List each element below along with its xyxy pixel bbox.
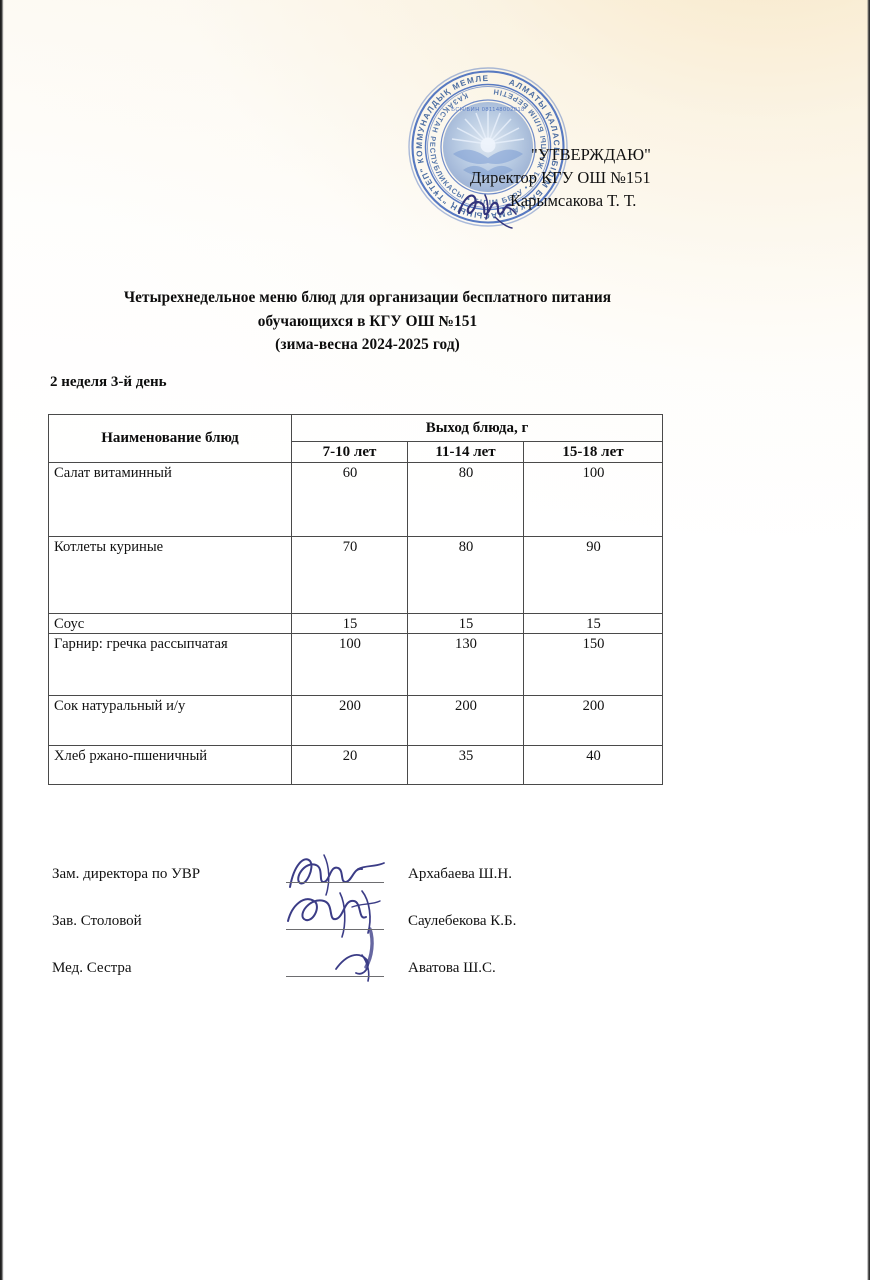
approval-block: "УТВЕРЖДАЮ" Директор КГУ ОШ №151 Карымса… <box>470 143 820 212</box>
portion-cell-15-18: 150 <box>522 633 664 696</box>
column-header-age-7-10: 7-10 лет <box>291 441 408 463</box>
portion-cell-11-14: 130 <box>407 633 524 696</box>
signature-row: Зав. Столовой Саулебекова К.Б. <box>48 902 608 949</box>
signature-line <box>286 976 384 977</box>
table-row: Сок натуральный и/у 200 200 200 <box>48 695 664 746</box>
dish-name-cell: Сок натуральный и/у <box>48 695 292 746</box>
portion-cell-11-14: 80 <box>407 536 524 614</box>
table-row: Котлеты куриные 70 80 90 <box>48 536 664 614</box>
scan-left-edge-artifact <box>0 0 4 1280</box>
menu-table-body: Салат витаминный 60 80 100 Котлеты курин… <box>48 462 664 785</box>
approval-line-director-title: Директор КГУ ОШ №151 <box>470 168 651 187</box>
table-row: Гарнир: гречка рассыпчатая 100 130 150 <box>48 633 664 696</box>
portion-cell-15-18: 40 <box>522 745 664 785</box>
signature-person-name: Саулебекова К.Б. <box>408 913 517 929</box>
menu-table: Наименование блюд Выход блюда, г 7-10 ле… <box>48 414 664 785</box>
portion-cell-7-10: 100 <box>291 633 408 696</box>
approval-line-director-name: Карымсакова Т. Т. <box>510 191 637 210</box>
portion-cell-7-10: 70 <box>291 536 408 614</box>
signature-row: Зам. директора по УВР Архабаева Ш.Н. <box>48 855 608 902</box>
signature-line <box>286 882 384 883</box>
approval-line-utverzhdayu: "УТВЕРЖДАЮ" <box>531 145 651 164</box>
portion-cell-11-14: 80 <box>407 462 524 537</box>
portion-cell-15-18: 90 <box>522 536 664 614</box>
dish-name-cell: Котлеты куриные <box>48 536 292 614</box>
signature-block: Зам. директора по УВР Архабаева Ш.Н. Зав… <box>48 854 608 996</box>
stamp-bin-text: БСН/БИН 081148002018 <box>451 107 524 113</box>
page-title-line-3: (зима-весна 2024-2025 год) <box>275 336 460 353</box>
table-row: Хлеб ржано-пшеничный 20 35 40 <box>48 745 664 785</box>
table-row: Салат витаминный 60 80 100 <box>48 462 664 537</box>
portion-cell-11-14: 35 <box>407 745 524 785</box>
signature-role-label: Зам. директора по УВР <box>52 866 201 882</box>
page-title-line-1: Четырехнедельное меню блюд для организац… <box>123 289 612 306</box>
signature-person-name: Аватова Ш.С. <box>408 960 496 976</box>
signature-role-label: Мед. Сестра <box>52 960 132 976</box>
column-header-age-11-14: 11-14 лет <box>407 441 524 463</box>
portion-cell-7-10: 60 <box>291 462 408 537</box>
table-row: Соус 15 15 15 <box>48 613 664 634</box>
portion-cell-15-18: 200 <box>522 695 664 746</box>
column-header-dish-name: Наименование блюд <box>48 414 292 463</box>
portion-cell-7-10: 200 <box>291 695 408 746</box>
portion-cell-11-14: 200 <box>407 695 524 746</box>
dish-name-cell: Соус <box>48 613 292 634</box>
signature-row: Мед. Сестра Аватова Ш.С. <box>48 949 608 996</box>
portion-cell-7-10: 15 <box>291 613 408 634</box>
dish-name-cell: Гарнир: гречка рассыпчатая <box>48 633 292 696</box>
dish-name-cell: Хлеб ржано-пшеничный <box>48 745 292 785</box>
dish-name-cell: Салат витаминный <box>48 462 292 537</box>
column-header-age-15-18: 15-18 лет <box>522 441 664 463</box>
portion-cell-11-14: 15 <box>407 613 524 634</box>
menu-table-header: Наименование блюд Выход блюда, г 7-10 ле… <box>48 414 664 463</box>
signature-line <box>286 929 384 930</box>
signature-person-name: Архабаева Ш.Н. <box>408 866 512 882</box>
portion-cell-7-10: 20 <box>291 745 408 785</box>
signature-role-label: Зав. Столовой <box>52 913 142 929</box>
week-day-label: 2 неделя 3-й день <box>50 374 167 390</box>
page-title: Четырехнедельное меню блюд для организац… <box>0 286 735 357</box>
column-header-portion-group: Выход блюда, г <box>290 414 664 442</box>
page-title-line-2: обучающихся в КГУ ОШ №151 <box>257 312 478 330</box>
portion-cell-15-18: 15 <box>522 613 664 634</box>
portion-cell-15-18: 100 <box>522 462 664 537</box>
